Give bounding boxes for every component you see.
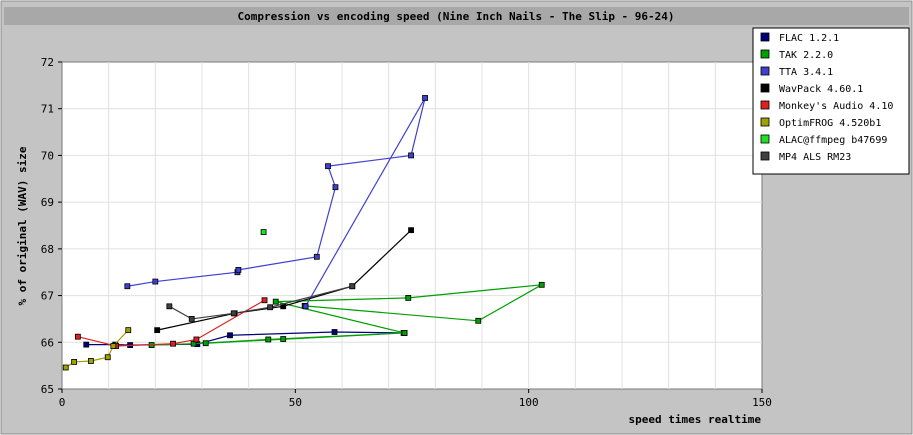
y-tick-label: 67	[41, 290, 54, 303]
data-point	[265, 336, 272, 343]
legend-label: TTA 3.4.1	[779, 67, 833, 78]
legend: FLAC 1.2.1 TAK 2.2.0 TTA 3.4.1 WavPack 4.60…	[752, 27, 910, 175]
legend-swatch	[760, 66, 770, 76]
legend-label: TAK 2.2.0	[779, 50, 833, 61]
x-tick-label: 150	[752, 396, 772, 409]
data-point	[193, 336, 200, 343]
data-point	[272, 298, 279, 305]
series-8	[166, 283, 356, 322]
data-point	[124, 283, 131, 290]
data-point	[152, 278, 159, 285]
chart-title: Compression vs encoding speed (Nine Inch…	[237, 10, 674, 23]
legend-label: OptimFROG 4.520b1	[779, 118, 881, 129]
data-point	[408, 227, 414, 234]
legend-label: MP4 ALS RM23	[779, 152, 851, 163]
data-point	[230, 310, 237, 317]
axes: 0 50 100 150 65 66 67 68 69 70 71 72	[41, 56, 772, 409]
data-point	[202, 340, 209, 347]
legend-swatch	[760, 83, 770, 93]
data-point	[405, 295, 412, 301]
data-point	[83, 341, 90, 348]
x-tick-label: 0	[59, 396, 66, 409]
data-point	[538, 281, 545, 288]
data-point	[280, 336, 287, 342]
legend-swatch	[760, 49, 770, 59]
legend-swatch	[760, 134, 770, 144]
grid	[62, 62, 762, 389]
data-point	[188, 316, 195, 322]
y-tick-label: 71	[41, 103, 54, 116]
data-point	[349, 283, 356, 290]
title-bar	[4, 7, 909, 25]
data-point	[313, 253, 320, 260]
series-group	[62, 95, 545, 371]
data-point	[331, 329, 338, 335]
x-axis-label: speed times realtime	[629, 413, 762, 426]
data-point	[422, 95, 428, 101]
data-point	[62, 364, 69, 371]
y-tick-label: 70	[41, 149, 54, 162]
y-tick-label: 69	[41, 196, 54, 209]
legend-label: Monkey's Audio 4.10	[779, 101, 893, 112]
data-point	[267, 304, 274, 311]
legend-label: FLAC 1.2.1	[779, 33, 839, 44]
data-point	[74, 333, 81, 340]
y-tick-label: 68	[41, 243, 54, 256]
y-tick-label: 72	[41, 56, 54, 69]
data-point	[332, 184, 339, 191]
data-point	[475, 317, 482, 324]
data-point	[401, 330, 408, 336]
y-axis-label: % of original (WAV) size	[16, 146, 29, 305]
data-point	[125, 327, 132, 334]
plot-area	[61, 61, 763, 390]
series-3	[124, 95, 428, 310]
series-line	[151, 284, 543, 346]
data-point	[302, 303, 309, 310]
data-point	[325, 163, 331, 170]
data-point	[235, 266, 242, 273]
legend-box	[752, 27, 910, 175]
legend-label: WavPack 4.60.1	[779, 84, 863, 95]
y-tick-label: 66	[41, 336, 54, 349]
data-point	[71, 359, 78, 365]
data-point	[154, 327, 161, 334]
legend-swatch	[760, 100, 770, 110]
data-point	[88, 358, 94, 364]
data-point	[104, 354, 111, 361]
y-tick-label: 65	[41, 383, 54, 396]
series-7	[260, 229, 267, 235]
data-point	[227, 332, 233, 339]
data-point	[408, 152, 414, 159]
series-6	[62, 327, 132, 371]
legend-label: ALAC@ffmpeg b47699	[779, 135, 887, 146]
data-point	[110, 343, 117, 349]
legend-swatch	[760, 117, 770, 127]
legend-swatch	[760, 151, 770, 161]
data-point	[166, 303, 173, 310]
data-point	[170, 340, 176, 347]
data-point	[260, 229, 267, 235]
x-tick-label: 50	[289, 396, 302, 409]
x-tick-label: 100	[519, 396, 539, 409]
legend-swatch	[760, 32, 770, 42]
series-line	[127, 97, 426, 307]
data-point	[261, 297, 268, 304]
